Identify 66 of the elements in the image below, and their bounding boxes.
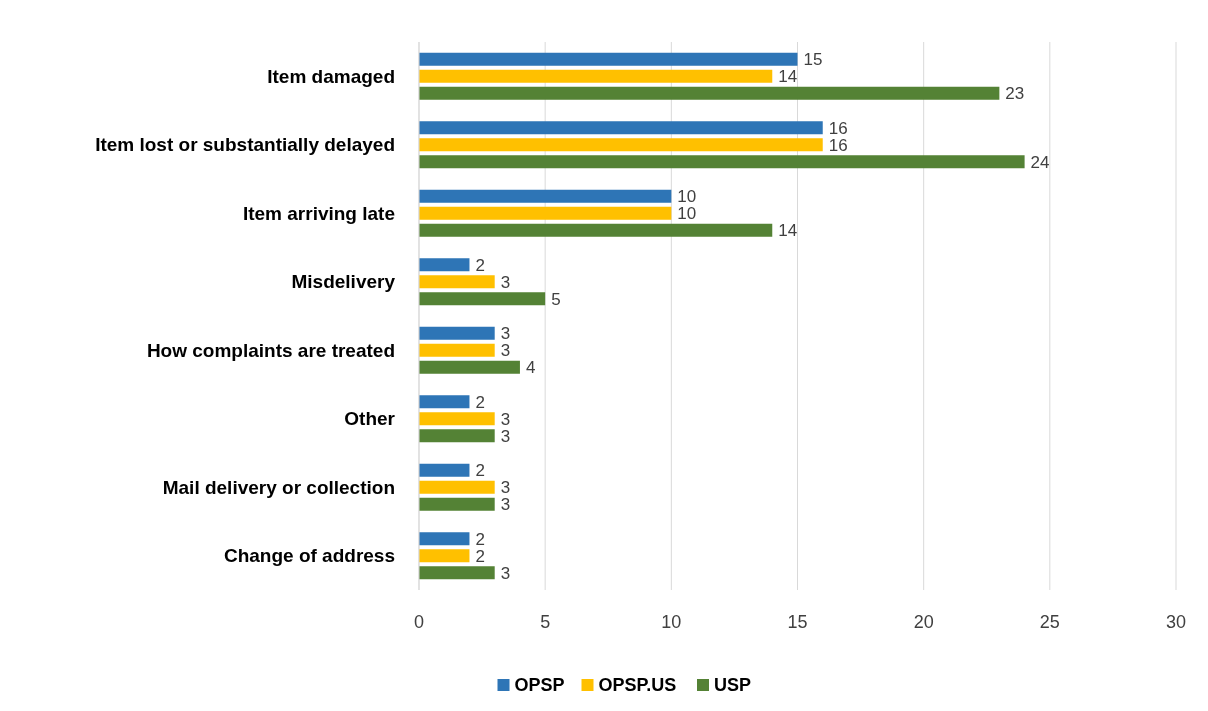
- data-label: 3: [500, 324, 511, 344]
- data-label: 2: [475, 461, 485, 481]
- data-label: 2: [475, 529, 485, 549]
- data-label: 10: [677, 187, 697, 207]
- bar: [419, 223, 773, 237]
- bar: [419, 360, 520, 374]
- data-label: 24: [1030, 152, 1050, 172]
- data-label: 15: [803, 50, 823, 70]
- x-tick-label: 25: [1039, 612, 1060, 632]
- bar: [419, 429, 495, 443]
- legend-label: OPSP.US: [598, 675, 677, 696]
- y-tick-label: Item damaged: [267, 65, 395, 87]
- legend-label: OPSP: [514, 675, 565, 696]
- data-label: 2: [475, 255, 485, 275]
- data-label: 3: [500, 272, 511, 292]
- data-label: 4: [525, 358, 536, 378]
- bar: [419, 138, 823, 152]
- bar: [419, 86, 1000, 100]
- data-label: 14: [778, 221, 798, 241]
- bar: [419, 206, 672, 220]
- y-tick-label: Misdelivery: [291, 271, 396, 293]
- data-label: 5: [551, 289, 561, 309]
- legend-label: USP: [714, 675, 752, 696]
- x-tick-label: 5: [540, 612, 551, 632]
- data-label: 3: [500, 478, 511, 498]
- data-label: 23: [1005, 84, 1025, 104]
- data-label: 3: [500, 495, 511, 515]
- data-label: 10: [677, 204, 697, 224]
- bar: [419, 258, 470, 272]
- y-tick-label: Item arriving late: [242, 202, 395, 224]
- data-label: 16: [828, 118, 848, 138]
- bar: [419, 292, 546, 306]
- bar: [419, 189, 672, 203]
- data-label: 3: [500, 426, 511, 446]
- data-label: 16: [828, 135, 848, 155]
- bar: [419, 275, 495, 289]
- bar: [419, 549, 470, 563]
- bar: [419, 497, 495, 511]
- y-tick-label: Change of address: [223, 545, 395, 567]
- y-tick-label: Item lost or substantially delayed: [95, 134, 395, 156]
- bar: [419, 566, 495, 580]
- bar: [419, 480, 495, 494]
- bar: [419, 343, 495, 357]
- bar: [419, 412, 495, 426]
- bar: [419, 69, 773, 83]
- x-tick-label: 10: [661, 612, 682, 632]
- x-tick-label: 15: [787, 612, 808, 632]
- data-label: 2: [475, 392, 485, 412]
- data-label: 3: [500, 563, 511, 583]
- y-tick-label: Other: [344, 408, 396, 430]
- data-label: 3: [500, 341, 511, 361]
- bar: [419, 395, 470, 409]
- data-label: 14: [778, 67, 798, 87]
- x-tick-label: 30: [1165, 612, 1187, 632]
- y-tick-label: How complaints are treated: [146, 339, 395, 361]
- bar: [419, 326, 495, 340]
- y-tick-label: Mail delivery or collection: [162, 476, 395, 498]
- data-label: 2: [475, 546, 485, 566]
- bar: [419, 121, 823, 135]
- bar: [419, 52, 798, 66]
- bar: [419, 532, 470, 546]
- bar: [419, 155, 1025, 169]
- bar: [419, 463, 470, 477]
- data-label: 3: [500, 409, 511, 429]
- x-tick-label: 0: [413, 612, 425, 632]
- x-tick-label: 20: [913, 612, 934, 632]
